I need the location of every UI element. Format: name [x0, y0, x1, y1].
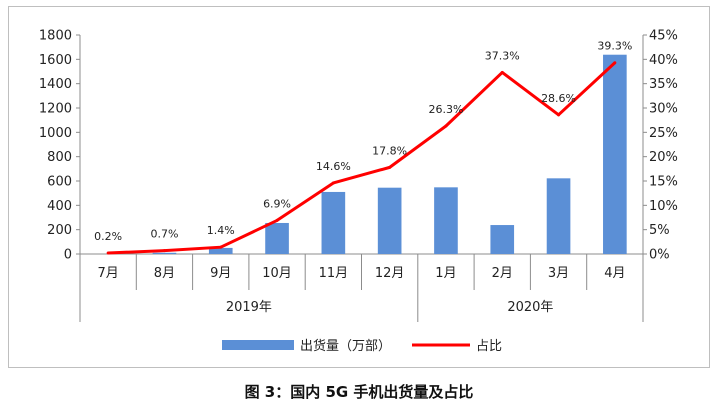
share-point: [219, 245, 223, 249]
share-point: [388, 165, 392, 169]
share-data-label: 28.6%: [541, 92, 576, 105]
y-left-tick-label: 1000: [39, 126, 72, 141]
y-left-tick-label: 600: [47, 175, 72, 190]
x-tick-label: 12月: [375, 266, 405, 281]
bar: [321, 191, 346, 254]
legend-bar-swatch: [222, 340, 294, 350]
share-data-label: 39.3%: [597, 40, 632, 53]
bar: [603, 54, 627, 255]
year-group-label: 2019年: [226, 300, 272, 315]
y-right-tick-label: 45%: [649, 29, 678, 44]
share-data-label: 6.9%: [263, 197, 291, 210]
share-data-label: 26.3%: [428, 103, 463, 116]
x-tick-label: 10月: [262, 266, 292, 281]
y-right-tick-label: 20%: [649, 150, 678, 165]
figure-caption: 图 3：国内 5G 手机出货量及占比: [244, 383, 474, 401]
legend-bar-label: 出货量（万部）: [300, 338, 391, 354]
x-tick-label: 11月: [319, 266, 349, 281]
y-left-tick-label: 800: [47, 150, 72, 165]
y-left-tick-label: 1200: [39, 102, 72, 117]
y-left-tick-label: 400: [47, 199, 72, 214]
line-layer: [106, 61, 617, 255]
share-point: [500, 70, 504, 74]
y-right-tick-label: 40%: [649, 53, 678, 68]
y-right-tick-label: 5%: [649, 223, 670, 238]
x-tick-label: 4月: [604, 266, 625, 281]
bar: [377, 187, 402, 254]
x-tick-label: 2月: [492, 266, 513, 281]
share-data-label: 14.6%: [316, 160, 351, 173]
bar: [265, 222, 289, 254]
bar: [546, 178, 571, 254]
y-left-tick-label: 1600: [39, 53, 72, 68]
share-data-label: 0.7%: [150, 228, 178, 241]
x-tick-label: 9月: [210, 266, 231, 281]
axes-layer: 0 200 400 600 800 1000 1200 1400 1600 1800 0% 5% 10%…: [39, 29, 678, 322]
x-tick-label: 7月: [98, 266, 119, 281]
share-data-label: 1.4%: [207, 224, 235, 237]
x-tick-label: 1月: [435, 266, 456, 281]
share-data-label: 17.8%: [372, 144, 407, 157]
y-left-tick-label: 1800: [39, 29, 72, 44]
y-right-tick-label: 10%: [649, 199, 678, 214]
shipment-chart: 0 200 400 600 800 1000 1200 1400 1600 1800 0% 5% 10%…: [39, 29, 678, 355]
y-right-tick-label: 35%: [649, 77, 678, 92]
y-right-tick-label: 30%: [649, 102, 678, 117]
legend: 出货量（万部） 占比: [222, 338, 502, 354]
year-group-label: 2020年: [507, 300, 553, 315]
x-tick-label: 8月: [154, 266, 175, 281]
bar: [208, 247, 233, 254]
x-tick-label: 3月: [548, 266, 569, 281]
bar: [490, 225, 515, 254]
share-point: [613, 61, 617, 65]
y-right-tick-label: 15%: [649, 175, 678, 190]
legend-line-label: 占比: [476, 339, 502, 354]
bar: [434, 187, 458, 254]
y-right-tick-label: 25%: [649, 126, 678, 141]
labels-layer: 0.2% 0.7% 1.4% 6.9% 14.6% 17.8% 26.3% 37.3% 28.6…: [94, 40, 632, 243]
share-data-label: 0.2%: [94, 230, 122, 243]
bars-layer: [152, 54, 627, 255]
share-point: [331, 181, 335, 185]
share-data-label: 37.3%: [485, 49, 520, 62]
bar: [152, 252, 177, 254]
y-left-tick-label: 1400: [39, 77, 72, 92]
share-point: [557, 113, 561, 117]
share-point: [275, 218, 279, 222]
share-point: [444, 124, 448, 128]
y-left-tick-label: 200: [47, 223, 72, 238]
share-line: [108, 61, 616, 255]
chart-frame: [8, 6, 710, 368]
y-left-tick-label: 0: [64, 248, 72, 263]
share-point: [106, 251, 110, 255]
share-point: [162, 249, 166, 253]
y-right-tick-label: 0%: [649, 248, 670, 263]
